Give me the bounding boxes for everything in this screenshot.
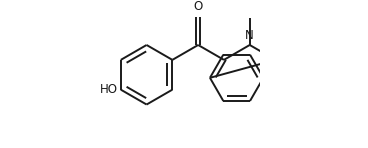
Text: O: O [194, 0, 203, 13]
Text: N: N [245, 29, 254, 42]
Text: HO: HO [100, 83, 118, 96]
